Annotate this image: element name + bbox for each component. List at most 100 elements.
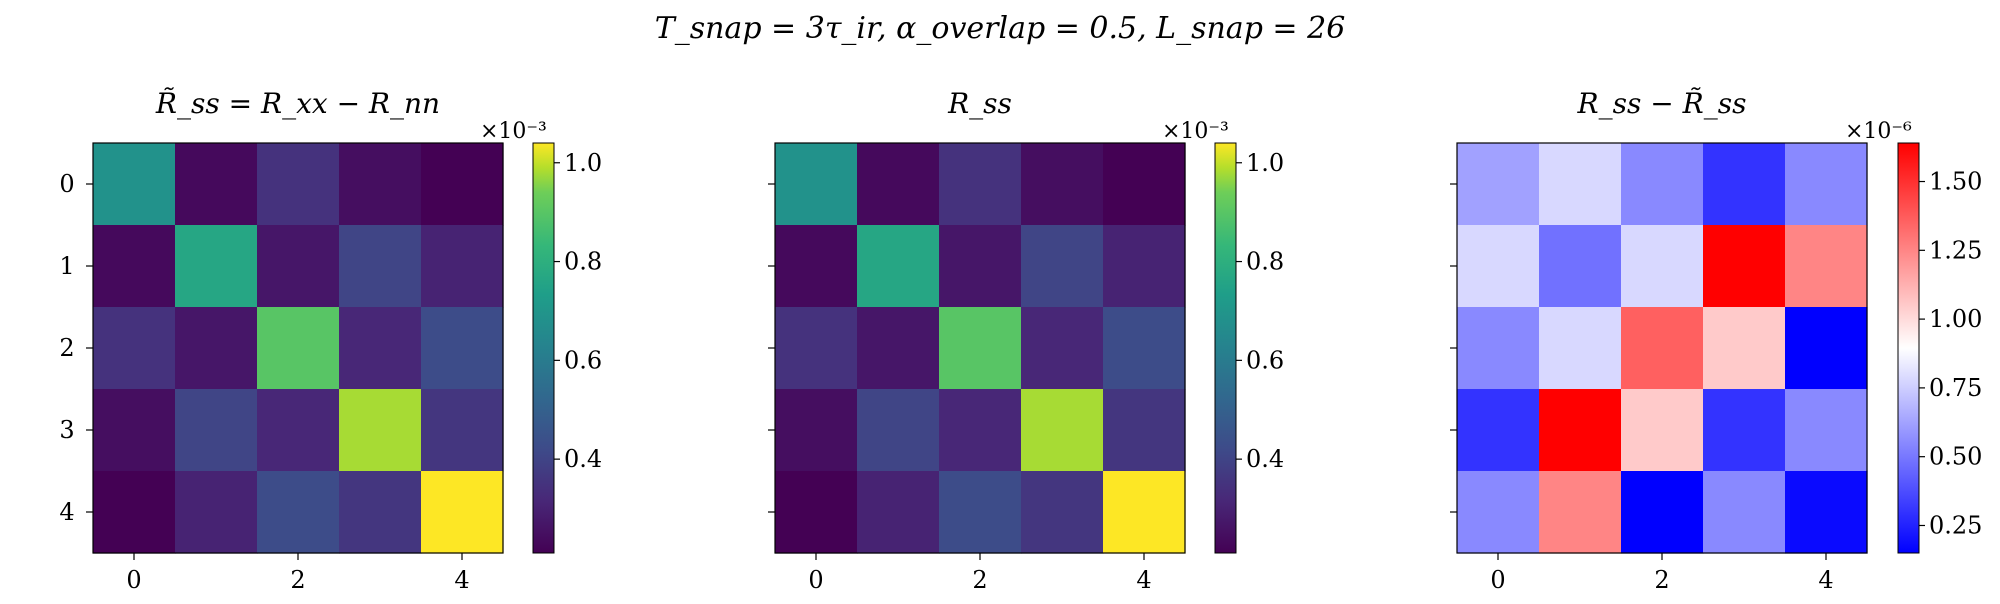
heatmap-cell (1103, 307, 1186, 390)
x-tick-label: 0 (1490, 566, 1505, 594)
heatmap-cell (1703, 225, 1786, 308)
heatmap-cell (939, 389, 1022, 472)
heatmap-cell (1785, 225, 1868, 308)
heatmap-cell (1103, 471, 1186, 554)
colorbar-ticks: 0.25 0.50 0.75 1.00 1.25 1.50 (1919, 168, 1982, 539)
heatmap-cell (1621, 225, 1704, 308)
panel-rss: R_ss 0 2 4 0.4 0.6 0.8 1.0 ×10⁻³ (768, 87, 1284, 594)
heatmap-cell (1785, 143, 1868, 226)
colorbar-tick-label: 0.6 (1246, 346, 1284, 374)
panel-difference: R_ss − R̃_ss 0 2 4 0.25 0.50 0.75 1.00 1.25 1.5… (1450, 87, 1982, 594)
heatmap-cell (421, 225, 504, 308)
colorbar-tick-label: 0.75 (1929, 374, 1982, 402)
colorbar-tick-label: 1.0 (564, 149, 602, 177)
colorbar-tick-label: 0.8 (564, 248, 602, 276)
heatmap-cell (939, 225, 1022, 308)
heatmap-cell (257, 471, 340, 554)
x-tick-label: 4 (1818, 566, 1833, 594)
heatmap-cell (257, 307, 340, 390)
colorbar-ticks: 0.4 0.6 0.8 1.0 (1236, 149, 1284, 473)
heatmap-cell (857, 225, 940, 308)
heatmap-cell (257, 225, 340, 308)
y-tick-label: 2 (59, 334, 74, 362)
colorbar-multiplier: ×10⁻³ (480, 119, 547, 144)
panel-reconstructed-rss: R̃_ss = R_xx − R_nn 0 2 4 0 1 2 3 4 0.4 0.6 0.8 1… (59, 87, 602, 594)
y-axis (768, 183, 775, 513)
colorbar (1214, 142, 1237, 554)
heatmap-cell (1457, 143, 1540, 226)
colorbar-tick-label: 0.25 (1929, 511, 1982, 539)
heatmap-cells (93, 143, 504, 554)
heatmap-cell (1621, 471, 1704, 554)
heatmap-cell (1785, 389, 1868, 472)
figure-suptitle: T_snap = 3τ_ir, α_overlap = 0.5, L_snap … (655, 11, 1346, 46)
heatmap-cell (421, 471, 504, 554)
colorbar (532, 142, 555, 554)
colorbar-multiplier: ×10⁻³ (1162, 119, 1229, 144)
heatmap-cell (1539, 471, 1622, 554)
heatmap-cell (775, 307, 858, 390)
colorbar-tick-label: 1.0 (1246, 149, 1284, 177)
x-tick-label: 4 (454, 566, 469, 594)
x-tick-label: 4 (1136, 566, 1151, 594)
colorbar-tick-label: 1.00 (1929, 305, 1982, 333)
heatmap-cell (939, 471, 1022, 554)
heatmap-cell (1621, 143, 1704, 226)
y-tick-label: 1 (59, 252, 74, 280)
heatmap-cell (1703, 471, 1786, 554)
heatmap-cell (339, 389, 422, 472)
panel-title: R̃_ss = R_xx − R_nn (155, 87, 440, 120)
x-axis: 0 2 4 (1490, 553, 1834, 594)
colorbar-tick-label: 0.4 (1246, 445, 1284, 473)
panel-title: R_ss (947, 87, 1012, 120)
heatmap-cell (339, 307, 422, 390)
heatmap-cell (1457, 471, 1540, 554)
heatmap-cell (421, 143, 504, 226)
heatmap-cell (1621, 307, 1704, 390)
heatmap-cell (1103, 143, 1186, 226)
heatmap-cell (939, 143, 1022, 226)
heatmap-cell (175, 389, 258, 472)
heatmap-cells (1457, 143, 1868, 554)
heatmap-cell (775, 225, 858, 308)
heatmap-cell (1021, 143, 1104, 226)
heatmap-cell (775, 143, 858, 226)
heatmap-cell (421, 389, 504, 472)
heatmap-cell (1021, 389, 1104, 472)
heatmap-cell (1703, 389, 1786, 472)
y-tick-label: 3 (59, 416, 74, 444)
heatmap-cell (1457, 225, 1540, 308)
heatmap-cell (1021, 471, 1104, 554)
x-tick-label: 0 (126, 566, 141, 594)
heatmap-cell (857, 471, 940, 554)
x-tick-label: 2 (972, 566, 987, 594)
colorbar-ticks: 0.4 0.6 0.8 1.0 (554, 149, 602, 473)
heatmap-cell (1785, 307, 1868, 390)
heatmap-cells (775, 143, 1186, 554)
y-axis: 0 1 2 3 4 (59, 170, 93, 526)
colorbar-tick-label: 0.4 (564, 445, 602, 473)
colorbar (1897, 142, 1920, 554)
y-tick-label: 4 (59, 498, 74, 526)
heatmap-cell (1703, 143, 1786, 226)
heatmap-cell (175, 471, 258, 554)
heatmap-cell (857, 143, 940, 226)
heatmap-cell (1539, 225, 1622, 308)
x-axis: 0 2 4 (126, 553, 470, 594)
heatmap-cell (257, 143, 340, 226)
heatmap-cell (1539, 307, 1622, 390)
heatmap-cell (1621, 389, 1704, 472)
heatmap-cell (857, 307, 940, 390)
heatmap-cell (1457, 389, 1540, 472)
x-tick-label: 2 (290, 566, 305, 594)
heatmap-cell (1457, 307, 1540, 390)
colorbar-tick-label: 0.6 (564, 346, 602, 374)
colorbar-tick-label: 0.50 (1929, 443, 1982, 471)
heatmap-cell (1539, 389, 1622, 472)
x-axis: 0 2 4 (808, 553, 1152, 594)
heatmap-cell (1103, 389, 1186, 472)
heatmap-cell (421, 307, 504, 390)
heatmap-cell (1021, 307, 1104, 390)
heatmap-cell (93, 143, 176, 226)
